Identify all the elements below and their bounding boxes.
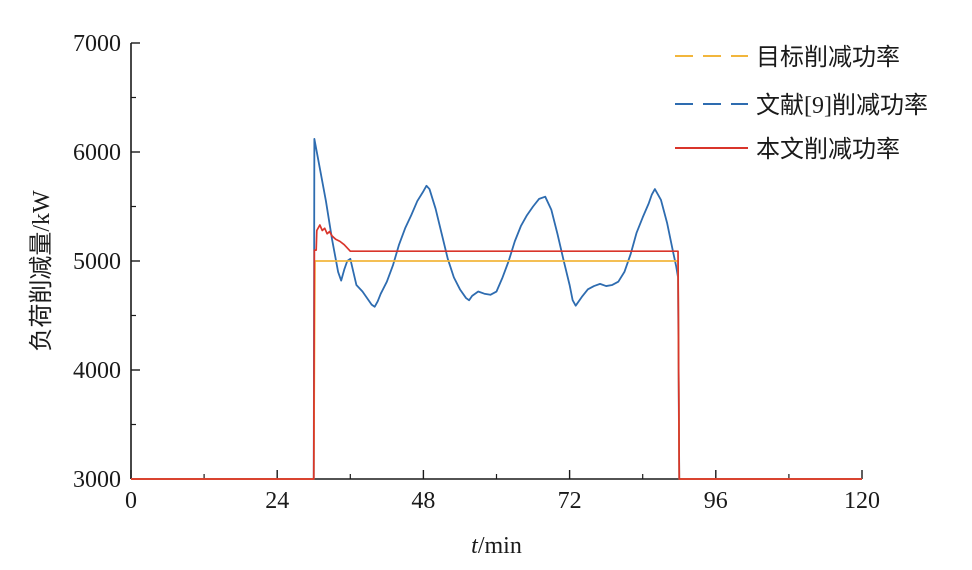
series-line-2 xyxy=(131,224,862,480)
x-tick-label: 72 xyxy=(558,488,582,514)
x-axis-label-italic: t xyxy=(471,533,479,559)
legend-label-2: 本文削减功率 xyxy=(756,136,900,163)
x-tick-label: 120 xyxy=(844,488,880,514)
axes: 0 24 48 72 96 120 3000 4000 5000 6000 7000 xyxy=(73,31,880,514)
x-axis-label-unit: /min xyxy=(478,533,522,559)
y-tick-label: 4000 xyxy=(73,358,121,384)
x-tick-label: 96 xyxy=(704,488,728,514)
y-tick-label: 7000 xyxy=(73,31,121,57)
plot-area xyxy=(131,138,862,480)
y-axis-label: 负荷削减量/kW xyxy=(28,190,55,352)
y-tick-label: 5000 xyxy=(73,249,121,275)
legend-label-1: 文献[9]削减功率 xyxy=(756,92,928,119)
y-tick-label: 6000 xyxy=(73,140,121,166)
x-tick-label: 24 xyxy=(265,488,289,514)
series-line-0 xyxy=(131,260,862,480)
x-tick-label: 0 xyxy=(125,488,137,514)
y-tick-label: 3000 xyxy=(73,467,121,493)
x-axis-label: t/min xyxy=(471,533,522,559)
legend-label-0: 目标削减功率 xyxy=(756,44,900,71)
x-tick-label: 48 xyxy=(411,488,435,514)
series-line-1 xyxy=(312,138,681,480)
